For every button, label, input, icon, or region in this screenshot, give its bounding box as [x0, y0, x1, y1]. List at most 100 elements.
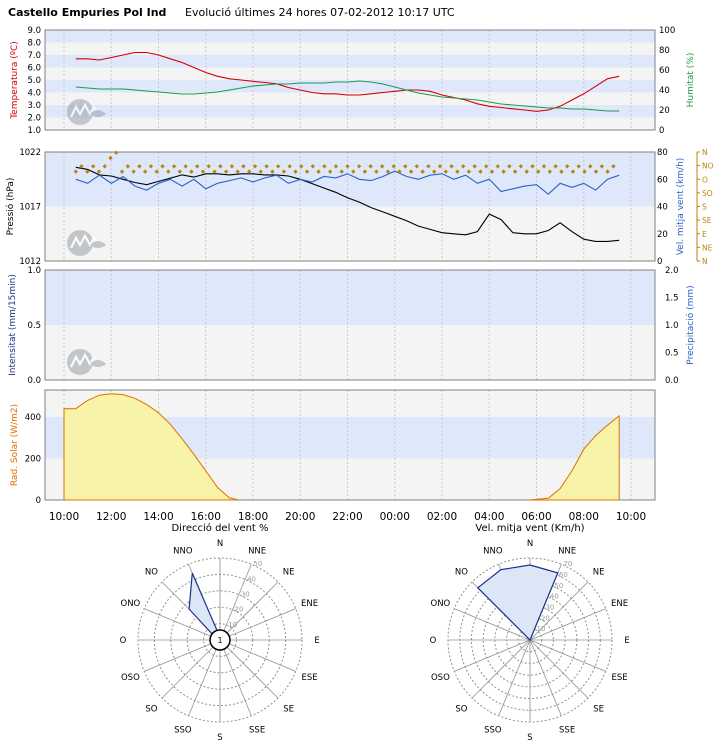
rose-direction-label: SE [283, 705, 294, 715]
wind-speed-right-tick: 80 [657, 148, 668, 158]
wind-dir-point [611, 164, 616, 169]
rose-ring-label: 70 [563, 560, 572, 568]
logo-mark [70, 102, 102, 118]
temp-panel-band-2 [45, 80, 655, 93]
x-axis-tick: 10:00 [49, 511, 79, 523]
wind-dir-point [420, 169, 425, 174]
rose-direction-label: SE [593, 705, 604, 715]
wind-dir-point [258, 169, 263, 174]
x-axis-tick: 08:00 [569, 511, 599, 523]
series-temperatura-line [75, 51, 620, 112]
wind-dir-point [166, 169, 171, 174]
wind-dir-point [501, 169, 506, 174]
wind-dir-point [171, 164, 177, 169]
wind-dir-point [495, 164, 500, 169]
x-axis-tick: 02:00 [427, 511, 457, 523]
temp-left-tick: 5.0 [27, 76, 41, 86]
rose-direction-label: SSE [559, 726, 575, 736]
wind-dir-point [362, 169, 368, 174]
wind-dir-tick: SE [702, 216, 712, 225]
wind-dir-point [212, 169, 217, 174]
series-pressure-line [75, 166, 620, 242]
rose-direction-label: OSO [121, 673, 140, 683]
rose-spoke [144, 639, 221, 672]
wind-dir-point [160, 164, 165, 169]
rose-spoke [529, 608, 606, 641]
rose-spoke [219, 581, 279, 641]
wind-dir-point [582, 169, 587, 174]
pressure-axis-label: Pressió (hPa) [5, 178, 16, 236]
wind-dir-tick: NE [702, 243, 713, 252]
wind-dir-point [131, 169, 136, 174]
rose-spoke [219, 639, 296, 672]
intensity-left-tick: 0.0 [27, 376, 41, 386]
intensity-axis-label: Intensitat (mm/15min) [8, 274, 18, 376]
pressure-panel-band-0 [45, 152, 655, 207]
rose-spoke [498, 639, 531, 716]
wind-dir-point [252, 164, 258, 169]
temp-left-tick: 7.0 [27, 51, 41, 61]
pressure-panel-frame [44, 151, 656, 262]
wind-dir-point [507, 164, 512, 169]
rose-direction-label: O [430, 636, 437, 646]
rose-spoke [471, 639, 531, 699]
wind-dir-point [530, 164, 535, 169]
rose-ring-label: 30 [241, 591, 250, 599]
temp-left-tick: 6.0 [27, 64, 41, 74]
rose-ring-label: 10 [536, 625, 545, 633]
rose-direction-label: ONO [121, 599, 141, 609]
wind-dir-point [333, 164, 339, 169]
solar-left-tick: 200 [25, 454, 41, 464]
wind-dir-point [368, 164, 373, 169]
wind-dir-point [183, 164, 188, 169]
temp-left-tick: 8.0 [27, 39, 41, 49]
rose-spoke [219, 639, 279, 699]
temp-left-tick: 4.0 [27, 89, 41, 99]
precipitation-right-tick: 2.0 [665, 266, 679, 276]
wind-dir-point [403, 164, 408, 169]
x-axis-tick: 22:00 [332, 511, 362, 523]
wind-dir-point [437, 164, 443, 169]
rose-direction-label: SO [455, 705, 467, 715]
wind-dir-point [489, 169, 495, 174]
wind-direction-rose: Direcció del vent % N NNE NE ENE E ESE SE SSE S SS… [120, 522, 320, 740]
wind-dir-point [79, 164, 84, 169]
rose-direction-label: NE [593, 567, 605, 577]
temp-panel-band-1 [45, 55, 655, 68]
wind-dir-point [154, 169, 159, 174]
rose-direction-label: E [624, 636, 629, 646]
wind-dir-point [512, 169, 518, 174]
wind-dir-tick: S [702, 203, 707, 212]
wind-dir-point [564, 164, 570, 169]
humidity-right-tick: 80 [659, 46, 670, 56]
wind-dir-point [90, 164, 96, 169]
wind-dir-point [275, 164, 281, 169]
wind-speed-rose: Vel. mitja vent (Km/h) N NNE NE ENE E ESE SE SSE… [430, 523, 630, 740]
wind-dir-point [472, 164, 477, 169]
rose-calm-circle [209, 629, 231, 651]
rose-direction-label: O [120, 636, 127, 646]
rose-direction-label: NNE [248, 546, 266, 556]
wind-dir-tick: NO [702, 162, 714, 171]
pressure-left-tick: 1017 [19, 203, 41, 213]
rose-direction-label: S [217, 733, 222, 740]
wind-speed-axis-label: Vel. mitja vent (km/h) [676, 158, 686, 256]
x-axis-tick: 18:00 [238, 511, 268, 523]
wind-dir-point [339, 169, 344, 174]
temp-panel-frame [44, 29, 656, 131]
rose-ring-label: 20 [235, 606, 244, 614]
temp-left-tick: 2.0 [27, 114, 41, 124]
wind-dir-point [374, 169, 379, 174]
wind-dir-point [379, 164, 385, 169]
wind-dir-point [455, 169, 460, 174]
wind-dir-tick: E [702, 230, 707, 239]
x-axis-tick: 06:00 [521, 511, 551, 523]
wind-dir-point [148, 164, 154, 169]
wind-dir-point [414, 164, 420, 169]
rose-ring-label: 40 [247, 575, 256, 583]
wind-dir-point [478, 169, 483, 174]
precipitation-right-tick: 1.0 [665, 321, 679, 331]
rose-ring-label: 40 [550, 593, 559, 601]
wind-dir-point [322, 164, 327, 169]
